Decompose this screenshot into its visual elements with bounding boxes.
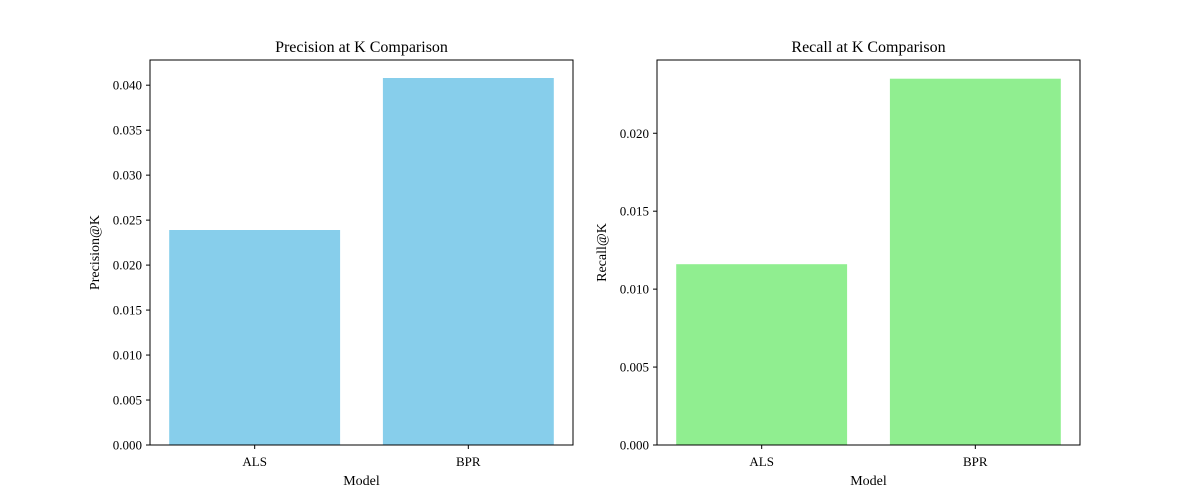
precision-x-axis-label: Model (343, 474, 380, 489)
recall-ytick-label: 0.005 (620, 360, 649, 375)
precision-bar-als (169, 230, 341, 445)
precision-chart-title: Precision at K Comparison (275, 39, 448, 56)
recall-axes-frame (656, 59, 1081, 446)
precision-axes-frame (149, 59, 574, 446)
recall-bar-als (676, 264, 848, 445)
recall-chart-title: Recall at K Comparison (791, 39, 945, 56)
recall-x-axis-label: Model (850, 474, 887, 489)
precision-ytick-label: 0.025 (113, 213, 142, 228)
precision-bar-bpr (382, 78, 554, 445)
recall-ytick-label: 0.000 (620, 438, 649, 453)
recall-ytick-label: 0.010 (620, 282, 649, 297)
precision-ytick-label: 0.005 (113, 393, 142, 408)
recall-ytick-label: 0.015 (620, 204, 649, 219)
precision-xtick-label-als: ALS (242, 454, 267, 469)
precision-ytick-label: 0.015 (113, 303, 142, 318)
precision-ytick-label: 0.020 (113, 258, 142, 273)
precision-xtick-label-bpr: BPR (456, 454, 481, 469)
precision-ytick-label: 0.040 (113, 78, 142, 93)
precision-ytick-label: 0.035 (113, 123, 142, 138)
recall-ytick-label: 0.020 (620, 126, 649, 141)
recall-bar-bpr (889, 78, 1061, 445)
recall-y-axis-label: Recall@K (595, 223, 610, 282)
precision-y-axis-label: Precision@K (88, 215, 103, 290)
precision-ytick-label: 0.000 (113, 438, 142, 453)
precision-ytick-label: 0.030 (113, 168, 142, 183)
precision-ytick-label: 0.010 (113, 348, 142, 363)
precision-subplot: ALS BPR 0.000 0.005 0.010 0.015 0.020 0.025 0.03… (88, 39, 574, 489)
recall-xtick-label-als: ALS (749, 454, 774, 469)
recall-subplot: ALS BPR 0.000 0.005 0.010 0.015 0.020 Recall at… (595, 39, 1081, 489)
recall-xtick-label-bpr: BPR (963, 454, 988, 469)
